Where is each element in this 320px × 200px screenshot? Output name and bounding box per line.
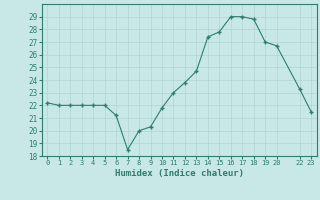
X-axis label: Humidex (Indice chaleur): Humidex (Indice chaleur) [115, 169, 244, 178]
